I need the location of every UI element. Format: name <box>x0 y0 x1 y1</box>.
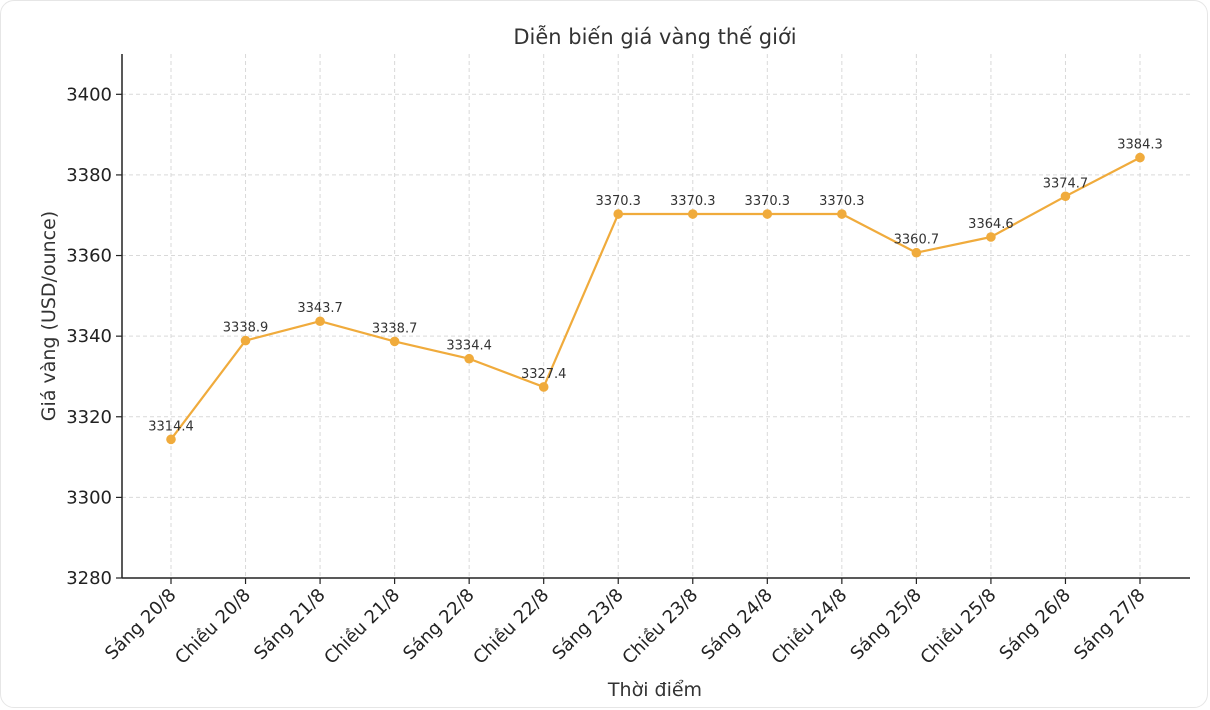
x-tick-label: Chiều 25/8 <box>917 585 1001 669</box>
x-tick-label: Chiều 24/8 <box>768 585 852 669</box>
chart-title: Diễn biến giá vàng thế giới <box>513 24 796 49</box>
x-tick-label: Sáng 23/8 <box>548 585 628 665</box>
x-tick-label: Chiều 21/8 <box>320 585 404 669</box>
grid-layer <box>122 54 1190 578</box>
x-tick-label: Sáng 22/8 <box>399 585 479 665</box>
data-label: 3374.7 <box>1043 176 1089 191</box>
data-point <box>911 247 922 258</box>
data-point <box>1060 191 1071 202</box>
y-tick-label: 3400 <box>66 84 112 105</box>
y-axis-label: Giá vàng (USD/ounce) <box>38 211 60 421</box>
data-label: 3360.7 <box>894 233 940 248</box>
axes-layer <box>121 54 1190 579</box>
x-axis-label: Thời điểm <box>607 679 702 701</box>
y-tick-label: 3300 <box>66 487 112 508</box>
x-tick-label: Chiều 22/8 <box>469 585 553 669</box>
data-point <box>613 209 624 219</box>
x-tick-label: Sáng 27/8 <box>1070 585 1150 665</box>
x-tick-label: Sáng 26/8 <box>995 585 1075 665</box>
data-point <box>837 209 847 219</box>
y-tick-label: 3380 <box>66 165 112 186</box>
x-tick-label: Sáng 21/8 <box>250 585 330 665</box>
x-tick-label: Sáng 24/8 <box>697 585 777 665</box>
data-label: 3370.3 <box>745 194 791 209</box>
data-label: 3314.4 <box>148 419 194 434</box>
data-point <box>762 209 773 219</box>
y-tick-label: 3340 <box>66 326 112 347</box>
data-label: 3338.9 <box>223 321 269 336</box>
data-point <box>240 335 251 346</box>
data-point <box>538 382 549 392</box>
data-label: 3334.4 <box>446 339 492 354</box>
x-tick-label: Sáng 20/8 <box>101 585 181 665</box>
y-tick-label: 3320 <box>66 407 112 428</box>
data-label: 3370.3 <box>670 194 716 209</box>
data-label: 3338.7 <box>372 321 418 336</box>
data-label: 3370.3 <box>595 194 641 209</box>
data-point <box>315 316 325 327</box>
data-point <box>464 353 474 364</box>
y-tick-label: 3280 <box>66 568 112 589</box>
data-label: 3384.3 <box>1117 138 1163 153</box>
series-line <box>170 156 1141 441</box>
x-tick-label: Chiều 20/8 <box>171 585 255 669</box>
data-label: 3327.4 <box>521 367 567 382</box>
series-layer: 3314.4 3338.9 3343.7 3338.7 3334.4 3327.4 3370… <box>148 138 1163 445</box>
x-tick-label: Sáng 25/8 <box>846 585 926 665</box>
data-label: 3343.7 <box>297 301 343 316</box>
y-tick-label: 3360 <box>66 246 112 267</box>
data-point <box>389 336 400 347</box>
x-tick-label: Chiều 23/8 <box>618 585 702 669</box>
data-point <box>687 209 698 219</box>
data-point <box>166 434 176 445</box>
y-ticks: 3280 3300 3320 3340 3360 3380 3400 <box>66 84 122 589</box>
data-point <box>986 232 996 242</box>
data-point <box>1135 152 1145 163</box>
data-label: 3364.6 <box>968 217 1014 232</box>
data-label: 3370.3 <box>819 194 865 209</box>
